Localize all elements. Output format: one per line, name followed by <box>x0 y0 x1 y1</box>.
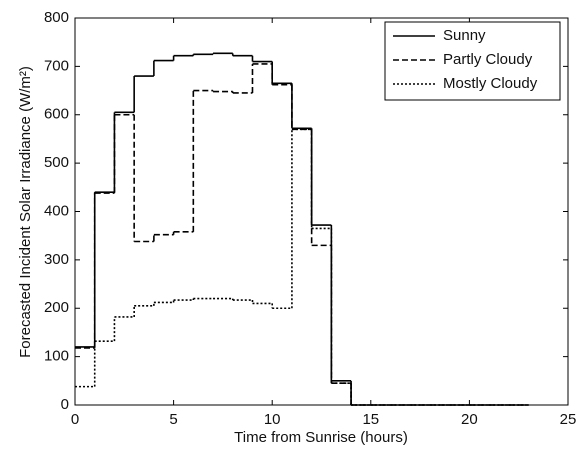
step-riser <box>93 129 352 405</box>
y-tick-label: 800 <box>44 9 69 26</box>
y-tick-label: 500 <box>44 154 69 171</box>
legend-label: Partly Cloudy <box>443 51 533 68</box>
x-tick-label: 25 <box>560 411 577 428</box>
legend-label: Mostly Cloudy <box>443 75 538 92</box>
y-tick-label: 0 <box>61 396 69 413</box>
legend-box <box>384 21 561 101</box>
y-axis-label: Forecasted Incident Solar Irradiance (W/… <box>17 66 34 358</box>
x-axis-label: Time from Sunrise (hours) <box>234 429 408 446</box>
x-tick-label: 15 <box>362 411 379 428</box>
x-tick-label: 20 <box>461 411 478 428</box>
x-tick-label: 10 <box>264 411 281 428</box>
y-tick-label: 600 <box>44 106 69 123</box>
x-tick-label: 5 <box>169 411 177 428</box>
legend-label: Sunny <box>443 27 486 44</box>
y-tick-label: 300 <box>44 251 69 268</box>
y-tick-label: 400 <box>44 202 69 219</box>
y-tick-label: 700 <box>44 57 69 74</box>
y-tick-label: 100 <box>44 348 69 365</box>
y-tick-label: 200 <box>44 299 69 316</box>
x-tick-label: 0 <box>71 411 79 428</box>
